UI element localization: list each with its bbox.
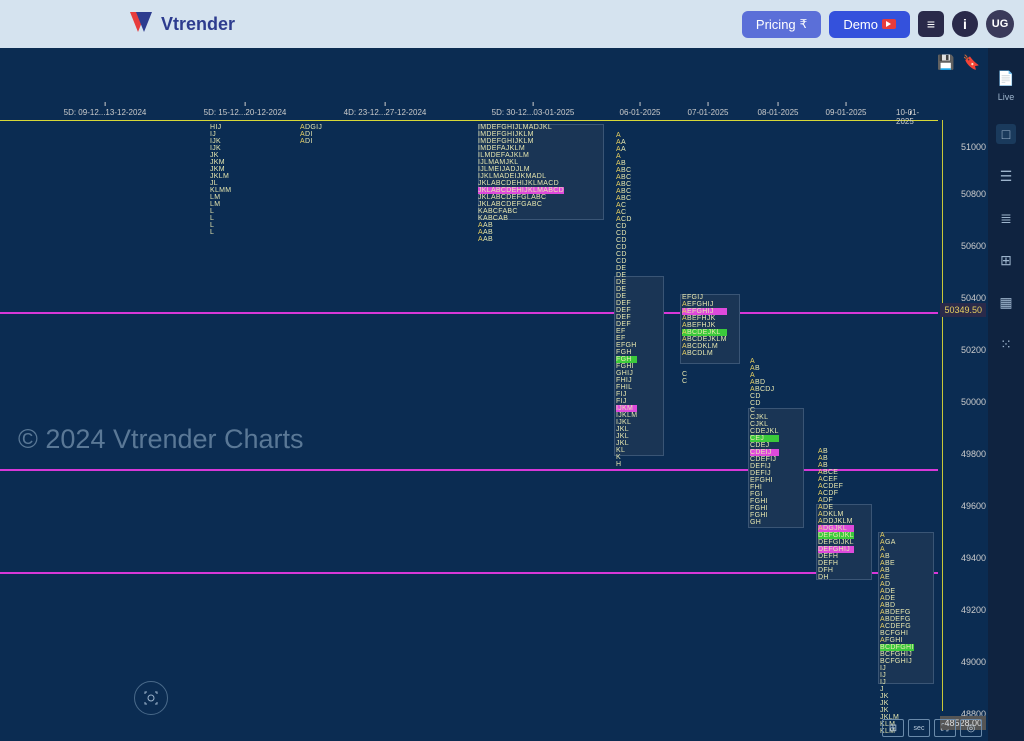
horizontal-line [0,572,938,574]
sec-button[interactable]: sec [908,719,930,737]
fullscreen-icon[interactable]: ⛶ [934,719,956,737]
save-icon[interactable]: 💾 [937,54,954,71]
y-tick: 50200 [961,345,986,355]
live-icon[interactable]: 📄 [996,68,1016,88]
chart-main[interactable]: 💾 🔖 © 2024 Vtrender Charts 51000 50800 506… [0,48,988,741]
horizontal-line [0,120,938,121]
tpo-profile: AAGAAABABEABAEADADEADEABDABDEFGABDEFGACD… [880,532,914,735]
square-tool[interactable]: □ [996,124,1016,144]
y-tick: 49800 [961,449,986,459]
grid-icon[interactable]: ⊞ [882,719,904,737]
logo-mark [130,12,158,36]
watermark: © 2024 Vtrender Charts [18,424,304,455]
x-tick: 08-01-2025 [758,108,799,117]
vertical-line [942,120,943,711]
topbar-actions: Pricing₹ Demo ≡ i UG [742,10,1014,38]
tpo-profile: ABABABABCEACEFACDEFACDFADFADEADKLMADDJKL… [818,448,854,581]
live-label: Live [998,92,1015,102]
price-label: 50349.50 [940,303,986,317]
screenshot-button[interactable] [134,681,168,715]
top-bar: Vtrender Charts Pricing₹ Demo ≡ i UG [0,0,1024,48]
chart-top-icons: 💾 🔖 [937,54,980,71]
bottom-toolbar: ⊞ sec ⛶ ◎ [882,719,982,737]
bars-tool[interactable]: ≣ [996,208,1016,228]
x-tick: 4D: 23-12...27-12-2024 [344,108,427,117]
y-tick: 50800 [961,189,986,199]
info-icon[interactable]: i [952,11,978,37]
x-tick: 07-01-2025 [688,108,729,117]
avatar[interactable]: UG [986,10,1014,38]
tpo-profile: EFGIJAEFGHIJAEFGHIJABEFHJKABEFHJKABCDEJK… [682,294,727,385]
x-tick: 5D: 15-12...20-12-2024 [204,108,287,117]
target-icon[interactable]: ◎ [960,719,982,737]
chart-area: 💾 🔖 © 2024 Vtrender Charts 51000 50800 506… [0,48,1024,741]
x-tick: 10-01-2025 [896,108,924,126]
right-toolbar: 📄 Live □ ☰ ≣ ⊞ ▦ ⁙ [988,48,1024,741]
x-tick: 5D: 30-12...03-01-2025 [492,108,575,117]
demo-button[interactable]: Demo [829,11,910,38]
y-tick: 51000 [961,142,986,152]
x-tick: 5D: 09-12...13-12-2024 [64,108,147,117]
horizontal-line [0,312,938,314]
y-tick: 50000 [961,397,986,407]
columns-tool[interactable]: ▦ [996,292,1016,312]
logo: Vtrender Charts [130,12,235,36]
logo-text: Vtrender [161,14,235,34]
dots-tool[interactable]: ⁙ [996,334,1016,354]
y-tick: 49600 [961,501,986,511]
grid-tool[interactable]: ⊞ [996,250,1016,270]
list-tool[interactable]: ☰ [996,166,1016,186]
y-tick: 49000 [961,657,986,667]
x-tick: 06-01-2025 [620,108,661,117]
y-tick: 50600 [961,241,986,251]
tpo-profile: AABAABDABCDJCDCDCCJKLCJKLCDEJKLCEJCDEJCD… [750,358,779,526]
y-tick: 49400 [961,553,986,563]
x-axis: 5D: 09-12...13-12-2024 5D: 15-12...20-12-… [0,108,938,120]
y-tick: 49200 [961,605,986,615]
x-tick: 09-01-2025 [826,108,867,117]
youtube-icon [882,19,896,29]
list-icon[interactable]: ≡ [918,11,944,37]
tpo-profile: ADGIJADIADI [300,124,322,145]
tpo-profile: HIJIJIJKIJKJKJKMJKMJKLMJLKLMMLMLMLLLL [210,124,231,236]
tpo-profile: AAAAAAABABCABCABCABCABCACACACDCDCDCDCDCD… [616,132,637,468]
y-tick: 50400 [961,293,986,303]
bookmark-icon[interactable]: 🔖 [963,54,980,71]
pricing-button[interactable]: Pricing₹ [742,11,821,38]
tpo-profile: IMDEFGHIJLMADJKLIMDEFGHIJKLMIMDEFGHIJKLM… [478,124,564,243]
